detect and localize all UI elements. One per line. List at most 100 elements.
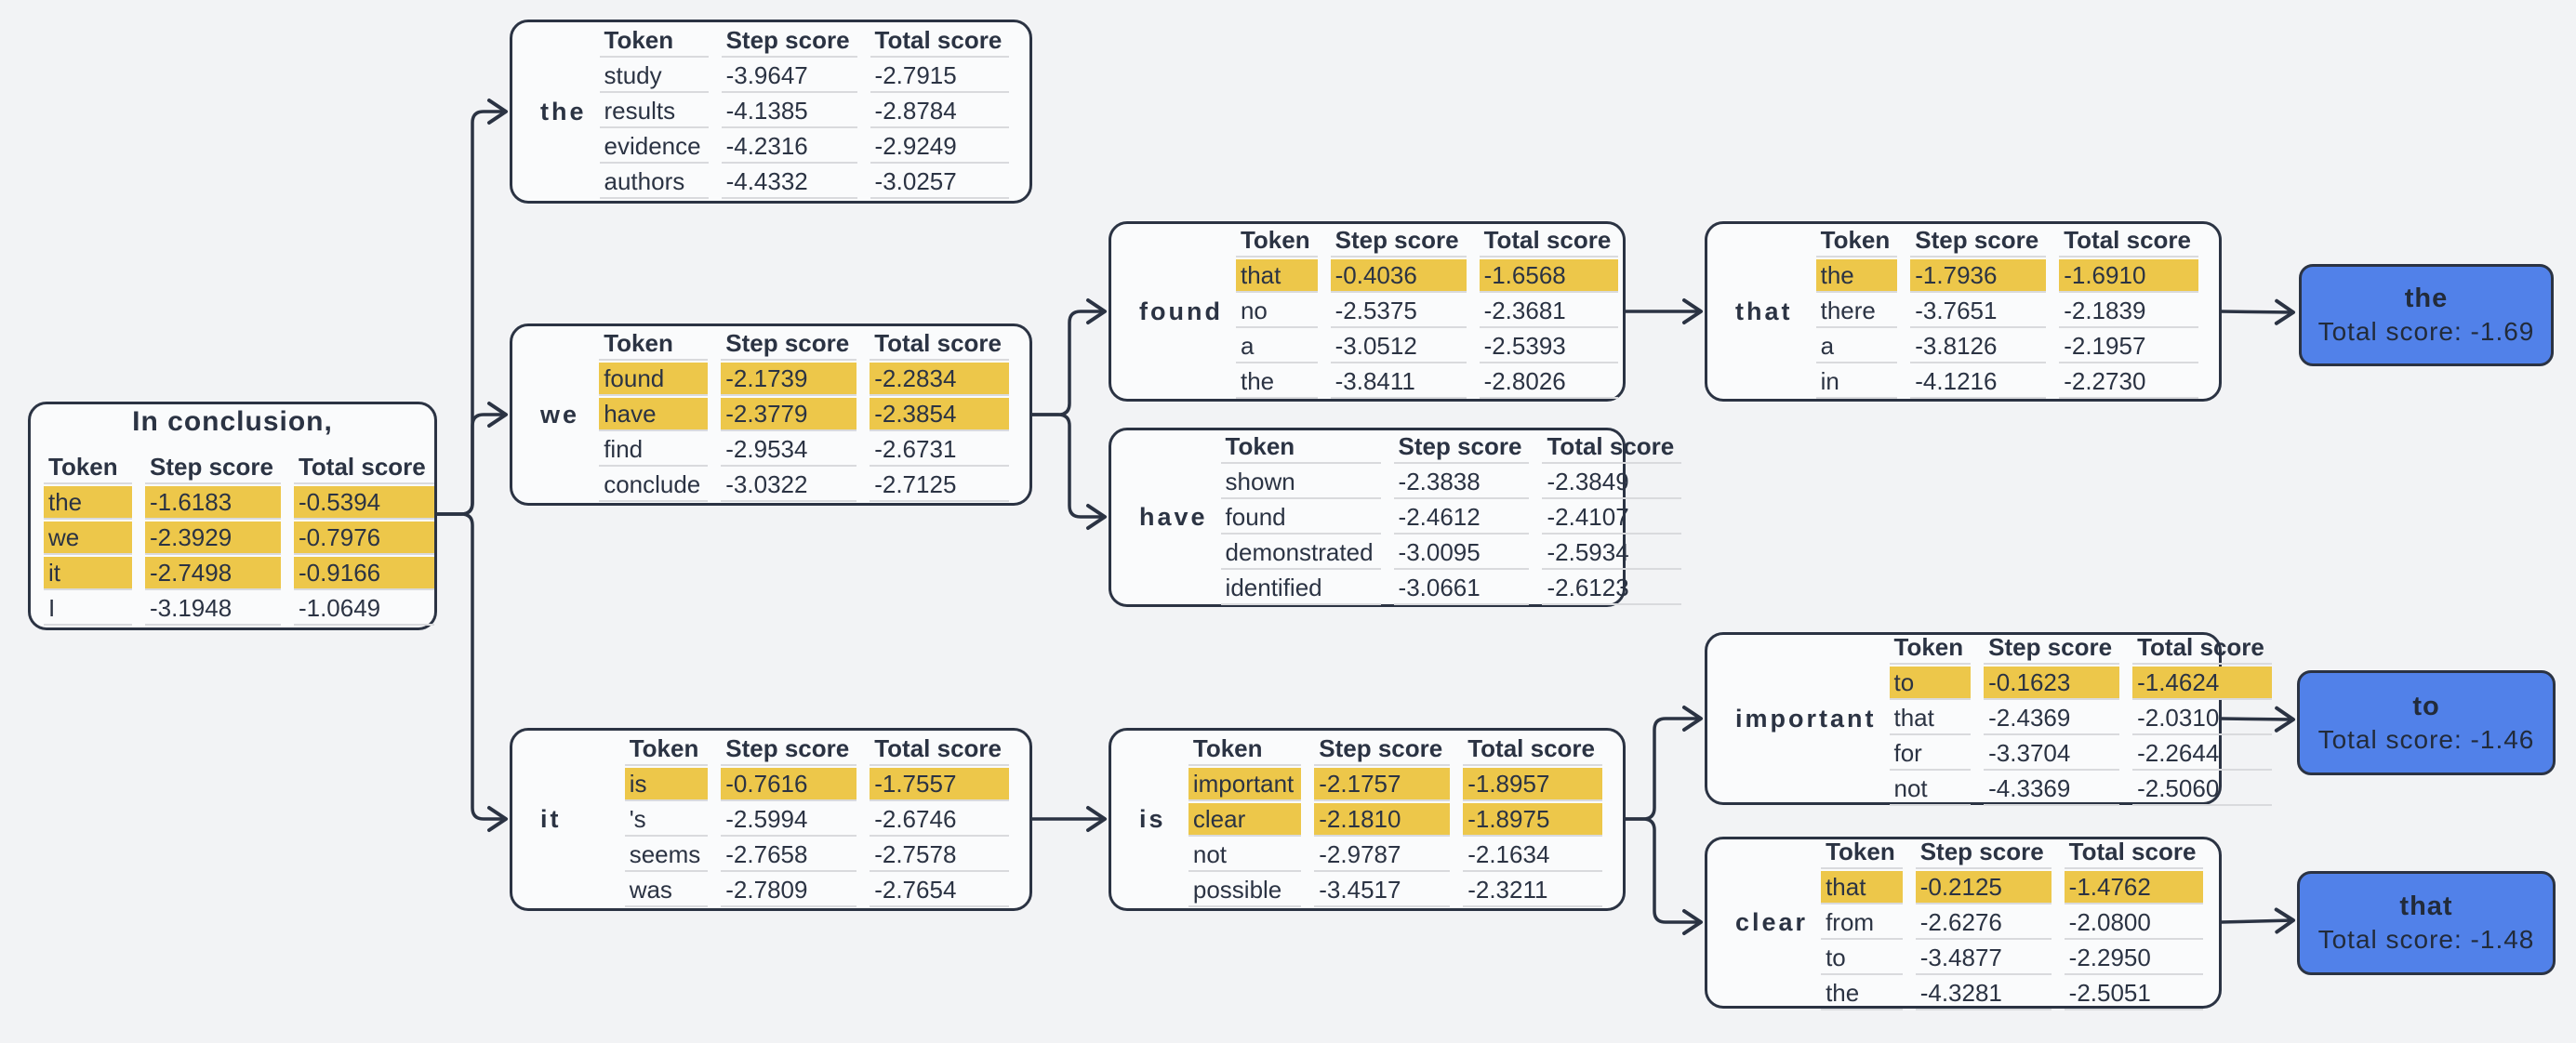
node-token-label: clear	[1735, 908, 1809, 936]
edge-we-have	[1030, 413, 1107, 530]
token-cell: a	[1815, 330, 1898, 363]
edge-that-final	[2219, 298, 2295, 325]
table-row: that -0.2125 -1.4762	[1821, 870, 2204, 904]
token-cell: that	[1821, 870, 1903, 904]
total-score-column-header: Total score	[1542, 430, 1682, 464]
score-table: Token Step score Total score that -0.4036 -1.…	[1223, 222, 1631, 401]
step-score-cell: -2.9534	[721, 433, 857, 467]
score-table: Token Step score Total score the -1.7936 -1.6…	[1803, 222, 2211, 401]
total-score-cell: -1.7557	[870, 767, 1009, 801]
edge-important-final	[2219, 706, 2295, 733]
score-table: Token Step score Total score found -2.1739 -2…	[586, 325, 1022, 504]
token-cell: from	[1821, 906, 1903, 940]
table-row: possible -3.4517 -2.3211	[1188, 874, 1602, 907]
step-score-cell: -2.7809	[721, 874, 857, 907]
total-score-cell: -2.2834	[870, 363, 1009, 396]
total-score-cell: -2.2730	[2059, 365, 2198, 399]
step-score-cell: -4.3369	[1984, 772, 2120, 806]
final-node-that: that Total score: -1.48	[2297, 871, 2556, 975]
total-score-cell: -2.2950	[2064, 942, 2204, 975]
final-token: to	[2412, 691, 2440, 721]
score-table: Token Step score Total score study -3.9647 -2…	[587, 22, 1023, 201]
total-score-cell: -2.4107	[1542, 501, 1682, 535]
table-row: study -3.9647 -2.7915	[599, 59, 1010, 93]
table-row: a -3.8126 -2.1957	[1815, 330, 2198, 363]
step-score-cell: -2.5994	[721, 803, 857, 837]
token-cell: that	[1235, 259, 1318, 293]
table-row: for -3.3704 -2.2644	[1889, 737, 2272, 771]
step-score-column-header: Step score	[1915, 836, 2052, 869]
table-row: clear -2.1810 -1.8975	[1188, 802, 1602, 837]
table-row: find -2.9534 -2.6731	[599, 433, 1009, 467]
total-score-cell: -0.9166	[293, 557, 434, 590]
total-score-cell: -2.5051	[2064, 977, 2204, 1010]
token-column-header: Token	[1188, 733, 1302, 766]
total-score-cell: -2.6746	[870, 803, 1009, 837]
score-table: Token Step score Total score important -2.17…	[1175, 731, 1615, 909]
token-cell: to	[1821, 942, 1903, 975]
edge-we-found	[1030, 298, 1107, 416]
table-row: conclude -3.0322 -2.7125	[599, 469, 1009, 502]
total-score-cell: -2.1839	[2059, 295, 2198, 328]
total-score-column-header: Total score	[1463, 733, 1602, 766]
token-column-header: Token	[1815, 224, 1898, 257]
table-row: seems -2.7658 -2.7578	[624, 838, 1009, 872]
node-have: have Token Step score Total score shown -2.38…	[1109, 428, 1682, 607]
total-score-cell: -2.3681	[1479, 295, 1619, 328]
edge-clear-final	[2219, 907, 2295, 934]
token-cell: important	[1188, 767, 1302, 801]
step-score-cell: -3.3704	[1984, 737, 2120, 771]
token-cell: evidence	[599, 130, 709, 164]
total-score-cell: -2.8026	[1479, 365, 1619, 399]
step-score-column-header: Step score	[721, 24, 857, 58]
step-score-column-header: Step score	[1393, 430, 1530, 464]
step-score-cell: -3.4877	[1915, 942, 2052, 975]
token-cell: no	[1235, 295, 1318, 328]
table-row: found -2.4612 -2.4107	[1220, 501, 1682, 535]
table-row: no -2.5375 -2.3681	[1235, 295, 1619, 328]
node-token-label: found	[1139, 297, 1223, 325]
table-row: I -3.1948 -1.0649	[44, 592, 434, 626]
table-row: to -3.4877 -2.2950	[1821, 942, 2204, 975]
total-score-cell: -1.8957	[1463, 767, 1602, 801]
node-the: the Token Step score Total score study -3.964…	[510, 20, 1032, 204]
step-score-cell: -4.3281	[1915, 977, 2052, 1010]
total-score-cell: -2.6123	[1542, 572, 1682, 605]
step-score-cell: -3.0661	[1393, 572, 1530, 605]
step-score-cell: -0.2125	[1915, 870, 2052, 904]
table-row: there -3.7651 -2.1839	[1815, 295, 2198, 328]
token-cell: we	[44, 522, 132, 555]
step-score-cell: -2.4612	[1393, 501, 1530, 535]
final-total-score: Total score: -1.46	[2317, 724, 2535, 754]
total-score-column-header: Total score	[2064, 836, 2204, 869]
total-score-cell: -1.6910	[2059, 259, 2198, 293]
total-score-cell: -1.4762	[2064, 870, 2204, 904]
final-token: the	[2404, 284, 2449, 313]
node-clear: clear Token Step score Total score that -0.21…	[1705, 836, 2222, 1010]
token-column-header: Token	[624, 733, 709, 766]
final-total-score: Total score: -1.48	[2317, 925, 2535, 954]
step-score-cell: -2.1739	[721, 363, 857, 396]
token-cell: possible	[1188, 874, 1302, 907]
token-column-header: Token	[1889, 631, 1972, 665]
table-row: results -4.1385 -2.8784	[599, 95, 1010, 128]
total-score-cell: -2.7125	[870, 469, 1009, 502]
table-row: found -2.1739 -2.2834	[599, 363, 1009, 396]
step-score-cell: -4.1216	[1910, 365, 2047, 399]
node-token-label: it	[540, 805, 562, 833]
total-score-column-header: Total score	[870, 733, 1009, 766]
table-row: in -4.1216 -2.2730	[1815, 365, 2198, 399]
token-cell: conclude	[599, 469, 709, 502]
token-cell: the	[1235, 365, 1318, 399]
node-token-label: that	[1735, 297, 1793, 325]
table-row: the -1.7936 -1.6910	[1815, 259, 2198, 293]
step-score-cell: -2.1810	[1314, 802, 1451, 837]
step-score-cell: -1.7936	[1910, 259, 2047, 293]
table-header-row: Token Step score Total score	[1815, 224, 2198, 257]
table-row: the -4.3281 -2.5051	[1821, 977, 2204, 1010]
table-header-row: Token Step score Total score	[1220, 430, 1682, 464]
step-score-cell: -2.7498	[145, 557, 281, 590]
step-score-cell: -2.9787	[1314, 838, 1451, 872]
token-cell: the	[44, 486, 132, 520]
token-cell: authors	[599, 165, 709, 199]
